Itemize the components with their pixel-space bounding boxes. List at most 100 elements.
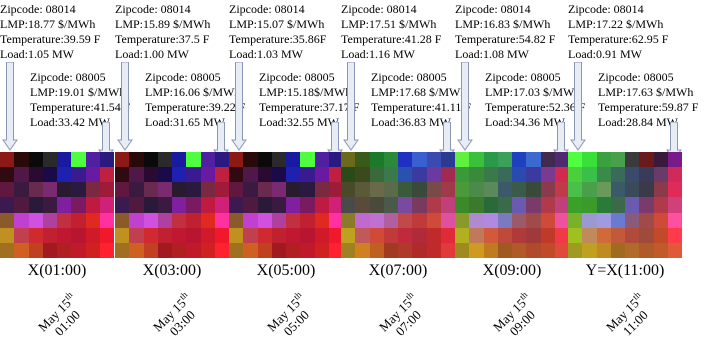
heatmap-cell: [653, 212, 668, 228]
heatmap-cell: [172, 242, 187, 258]
heatmap-cell: [667, 197, 682, 213]
heatmap-cell: [512, 212, 527, 228]
heatmap-cell: [257, 197, 272, 213]
info-line-zip: Zipcode: 08005: [485, 70, 561, 84]
heatmap-cell: [497, 182, 512, 198]
heatmap-cell: [426, 152, 441, 168]
heatmap-cell: [483, 227, 498, 243]
heatmap-cell: [328, 167, 343, 183]
heatmap-cell: [300, 152, 315, 168]
time-panel: Zipcode: 08014 LMP:15.07 $/MWh Temperature…: [229, 0, 359, 342]
heatmap-cell: [57, 242, 72, 258]
heatmap-cell: [341, 242, 356, 258]
heatmap-cell: [115, 242, 130, 258]
heatmap-cell: [115, 167, 130, 183]
zipcode-08005-info: Zipcode: 08005 LMP:17.68 $/MWh Temperature…: [371, 70, 471, 130]
heatmap-cell: [229, 242, 244, 258]
heatmap-cell: [426, 227, 441, 243]
heatmap-cell: [28, 212, 43, 228]
heatmap-grid: [115, 152, 229, 258]
heatmap-cell: [412, 212, 427, 228]
heatmap-cell: [157, 212, 172, 228]
heatmap-cell: [653, 167, 668, 183]
heatmap-cell: [300, 212, 315, 228]
heatmap-cell: [554, 182, 569, 198]
heatmap-cell: [42, 242, 57, 258]
zipcode-08014-info: Zipcode: 08014 LMP:15.07 $/MWh Temperature…: [229, 2, 326, 62]
timestamp-label: May 15th 09:00: [481, 278, 551, 342]
heatmap-cell: [271, 227, 286, 243]
down-arrow-icon: [2, 62, 18, 151]
info-line-lmp: LMP:15.89 $/MWh: [115, 17, 211, 31]
heatmap-cell: [412, 197, 427, 213]
heatmap-cell: [568, 182, 583, 198]
time-panel: Zipcode: 08014 LMP:15.89 $/MWh Temperature…: [115, 0, 245, 342]
heatmap-cell: [286, 197, 301, 213]
heatmap-grid: [568, 152, 682, 258]
heatmap-cell: [526, 152, 541, 168]
heatmap-cell: [143, 182, 158, 198]
heatmap-cell: [596, 167, 611, 183]
heatmap-cell: [412, 167, 427, 183]
heatmap-cell: [0, 197, 15, 213]
info-line-load: Load:33.42 MW: [30, 115, 110, 129]
heatmap-cell: [355, 242, 370, 258]
heatmap-cell: [469, 167, 484, 183]
heatmap-cell: [469, 197, 484, 213]
heatmap-cell: [28, 152, 43, 168]
heatmap-cell: [286, 152, 301, 168]
heatmap-cell: [300, 182, 315, 198]
heatmap-cell: [115, 212, 130, 228]
heatmap-cell: [157, 167, 172, 183]
heatmap-cell: [99, 167, 114, 183]
info-line-lmp: LMP:16.83 $/MWh: [455, 17, 551, 31]
heatmap-cell: [243, 197, 258, 213]
heatmap-cell: [554, 167, 569, 183]
info-line-load: Load:1.00 MW: [115, 47, 189, 61]
heatmap-cell: [0, 152, 15, 168]
heatmap-cell: [639, 152, 654, 168]
heatmap-cell: [172, 152, 187, 168]
heatmap-cell: [200, 167, 215, 183]
heatmap-cell: [596, 197, 611, 213]
info-line-zip: Zipcode: 08005: [371, 70, 447, 84]
heatmap-cell: [554, 212, 569, 228]
time-panel: Zipcode: 08014 LMP:18.77 $/MWh Temperature…: [0, 0, 130, 342]
heatmap-cell: [582, 242, 597, 258]
heatmap-cell: [426, 242, 441, 258]
heatmap-cell: [271, 182, 286, 198]
heatmap-cell: [186, 152, 201, 168]
heatmap-cell: [483, 212, 498, 228]
heatmap-cell: [610, 182, 625, 198]
heatmap-cell: [483, 167, 498, 183]
heatmap-cell: [469, 242, 484, 258]
heatmap-cell: [143, 212, 158, 228]
heatmap-cell: [214, 227, 229, 243]
heatmap-cell: [455, 242, 470, 258]
timestamp-label: May 15th 03:00: [141, 278, 211, 342]
heatmap-cell: [57, 182, 72, 198]
heatmap-cell: [540, 212, 555, 228]
heatmap-cell: [554, 242, 569, 258]
heatmap-cell: [99, 227, 114, 243]
down-arrow-icon: [570, 62, 586, 151]
heatmap-cell: [582, 227, 597, 243]
heatmap-cell: [639, 167, 654, 183]
heatmap-cell: [653, 152, 668, 168]
heatmap-cell: [512, 167, 527, 183]
heatmap-cell: [355, 182, 370, 198]
heatmap-cell: [186, 182, 201, 198]
heatmap-cell: [355, 197, 370, 213]
heatmap-cell: [412, 152, 427, 168]
heatmap-cell: [71, 227, 86, 243]
down-arrow-icon: [231, 62, 247, 151]
heatmap-cell: [328, 182, 343, 198]
heatmap-cell: [200, 212, 215, 228]
heatmap-cell: [426, 182, 441, 198]
info-line-temp: Temperature:35.86F: [229, 32, 327, 46]
heatmap-cell: [455, 227, 470, 243]
heatmap-cell: [229, 182, 244, 198]
info-line-temp: Temperature:39.59 F: [0, 32, 101, 46]
heatmap-cell: [610, 212, 625, 228]
heatmap-cell: [129, 227, 144, 243]
